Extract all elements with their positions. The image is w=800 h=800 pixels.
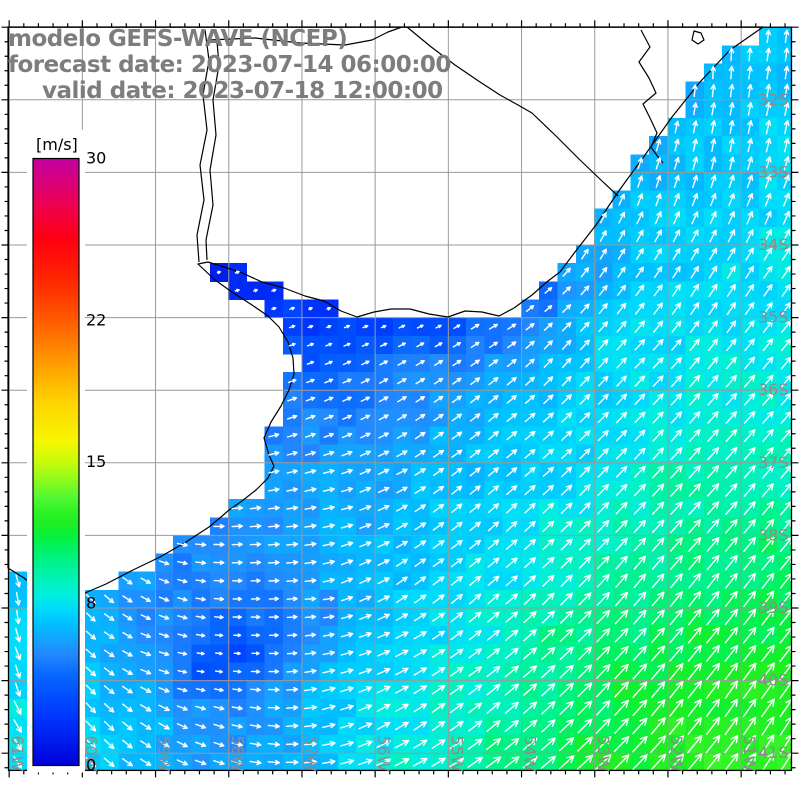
lat-label: 32S xyxy=(758,90,789,109)
lon-label: 54W xyxy=(521,735,540,771)
lon-label: 57W xyxy=(301,735,320,771)
colorbar-tick-label: 0 xyxy=(86,756,96,775)
lon-label: 59W xyxy=(155,735,174,771)
lat-label: 36S xyxy=(758,380,789,399)
lon-label: 52W xyxy=(667,735,686,771)
model-title: modelo GEFS-WAVE (NCEP) xyxy=(8,26,347,52)
lat-label: 38S xyxy=(758,525,789,544)
colorbar-unit-label: [m/s] xyxy=(36,135,78,154)
map-frame-ticks xyxy=(1,20,799,778)
lon-label: 58W xyxy=(228,735,247,771)
colorbar-tick-label: 22 xyxy=(86,310,106,329)
lat-label: 37S xyxy=(758,453,789,472)
lat-label: 35S xyxy=(758,308,789,327)
lat-label: 39S xyxy=(758,598,789,617)
colorbar-tick-label: 8 xyxy=(86,594,96,613)
lon-label: 55W xyxy=(447,735,466,771)
coastlines xyxy=(7,26,764,602)
lon-label: 53W xyxy=(594,735,613,771)
lon-label: 61W xyxy=(8,735,27,771)
title-block: modelo GEFS-WAVE (NCEP) forecast date: 2… xyxy=(8,26,451,104)
colorbar-gradient xyxy=(32,157,80,767)
lon-label: 56W xyxy=(374,735,393,771)
lat-label: 40S xyxy=(758,671,789,690)
lat-label: 41S xyxy=(758,743,789,762)
lon-label: 60W xyxy=(81,735,100,771)
lat-label: 33S xyxy=(758,162,789,181)
valid-date: valid date: 2023-07-18 12:00:00 xyxy=(42,78,443,104)
colorbar: [m/s] 0 8 15 22 30 xyxy=(27,130,106,775)
colorbar-tick-label: 30 xyxy=(86,149,106,168)
lat-lon-labels: 32S 33S 34S 35S 36S 37S 38S 39S 40S 41S 61W 60W 59W 5… xyxy=(8,90,788,772)
lon-label: 51W xyxy=(740,735,759,771)
forecast-date: forecast date: 2023-07-14 06:00:00 xyxy=(8,52,451,78)
lat-label: 34S xyxy=(758,235,789,254)
colorbar-tick-label: 15 xyxy=(86,452,106,471)
wind-direction-arrows xyxy=(13,29,792,771)
